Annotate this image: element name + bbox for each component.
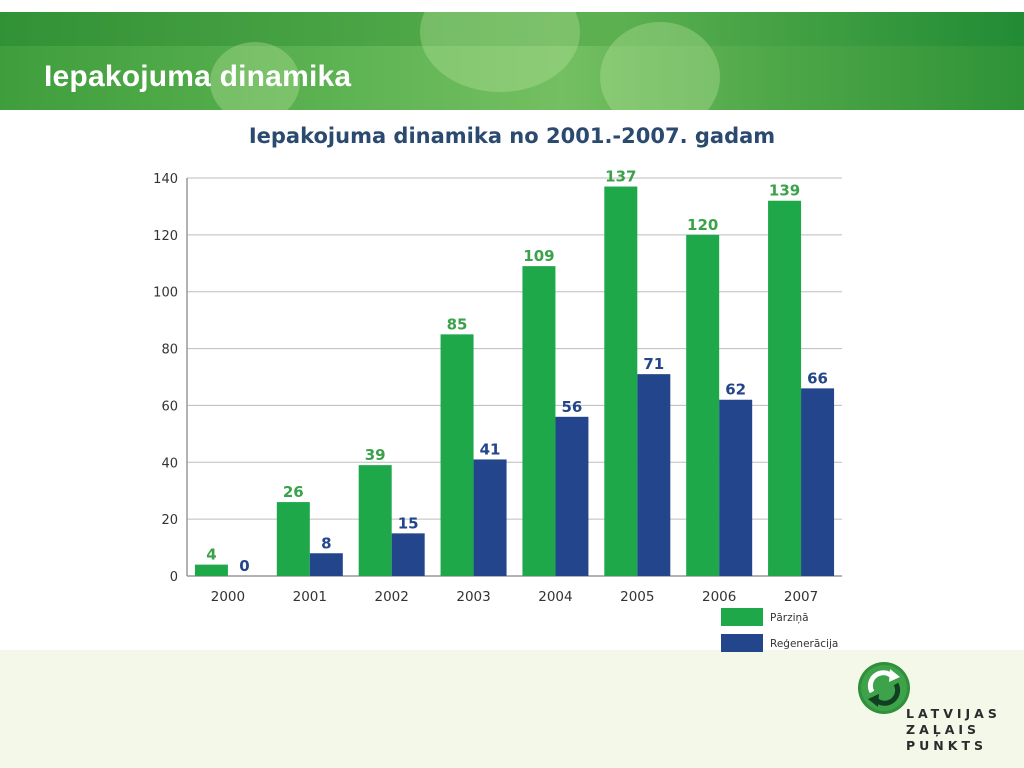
data-label: 39 xyxy=(365,446,386,464)
y-tick-label: 20 xyxy=(161,513,178,528)
bar-parzina xyxy=(440,334,474,576)
bar-parzina xyxy=(686,234,720,576)
y-tick-label: 80 xyxy=(161,343,178,358)
logo-line: ZAĻAIS xyxy=(906,722,981,737)
data-label: 4 xyxy=(206,546,216,564)
x-tick-label: 2002 xyxy=(375,589,409,605)
y-axis-ticks: 0 20 40 60 80 100 120 140 xyxy=(153,172,178,585)
bar-regeneracija xyxy=(391,533,425,576)
bars xyxy=(194,186,835,576)
legend: Pārziņā Reģenerācija xyxy=(721,608,838,652)
header-decoration xyxy=(210,42,300,110)
recycle-arrows-icon xyxy=(858,662,910,714)
data-label: 85 xyxy=(447,315,468,333)
data-label: 26 xyxy=(283,483,304,501)
y-tick-label: 40 xyxy=(161,456,178,471)
logo-line: LATVIJAS xyxy=(906,706,1001,721)
header-decoration xyxy=(600,22,720,110)
y-tick-label: 0 xyxy=(170,570,178,585)
data-label: 56 xyxy=(562,398,583,416)
x-axis-ticks: 2000 2001 2002 2003 2004 2005 2006 2007 xyxy=(211,589,818,605)
bar-parzina xyxy=(604,186,638,576)
bar-parzina xyxy=(276,502,310,576)
bar-regeneracija xyxy=(309,553,343,576)
data-label: 66 xyxy=(807,369,828,387)
x-tick-label: 2005 xyxy=(620,589,654,605)
header-stripe xyxy=(0,12,1024,46)
x-tick-label: 2004 xyxy=(538,589,572,605)
latvijas-zalais-punkts-logo xyxy=(858,662,910,714)
bar-regeneracija xyxy=(719,399,753,576)
bar-parzina xyxy=(768,200,802,576)
y-tick-label: 100 xyxy=(153,286,178,301)
data-labels: 4 0 26 8 39 15 85 41 109 56 137 71 120 62 139 66 xyxy=(206,168,828,575)
y-tick-label: 120 xyxy=(153,229,178,244)
x-tick-label: 2007 xyxy=(784,589,818,605)
bar-parzina xyxy=(522,266,556,576)
data-label: 137 xyxy=(605,168,636,186)
data-label: 8 xyxy=(321,534,331,552)
bar-regeneracija xyxy=(801,388,835,576)
x-tick-label: 2000 xyxy=(211,589,245,605)
chart-title: Iepakojuma dinamika no 2001.-2007. gadam xyxy=(248,124,776,148)
data-label: 109 xyxy=(523,247,554,265)
legend-label: Pārziņā xyxy=(770,612,809,624)
data-label: 71 xyxy=(643,355,664,373)
x-tick-label: 2006 xyxy=(702,589,736,605)
bar-regeneracija xyxy=(637,374,671,576)
y-tick-label: 140 xyxy=(153,172,178,187)
y-tick-label: 60 xyxy=(161,399,178,414)
legend-swatch xyxy=(721,608,763,626)
data-label: 0 xyxy=(239,557,249,575)
data-label: 120 xyxy=(687,216,718,234)
data-label: 41 xyxy=(480,440,501,458)
logo-line: PUNKTS xyxy=(906,738,987,753)
bar-parzina xyxy=(194,564,228,576)
data-label: 15 xyxy=(398,514,419,532)
bar-regeneracija xyxy=(473,459,507,576)
data-label: 139 xyxy=(769,182,800,200)
legend-swatch xyxy=(721,634,763,652)
logo-wordmark: LATVIJAS ZAĻAIS PUNKTS xyxy=(906,706,1001,754)
data-label: 62 xyxy=(725,381,746,399)
bar-regeneracija xyxy=(555,416,589,576)
bar-parzina xyxy=(358,465,392,576)
x-tick-label: 2001 xyxy=(293,589,327,605)
header-bar xyxy=(0,12,1024,110)
x-tick-label: 2003 xyxy=(456,589,490,605)
footer-band xyxy=(0,650,1024,768)
legend-label: Reģenerācija xyxy=(770,638,838,650)
slide-title: Iepakojuma dinamika xyxy=(44,60,352,93)
